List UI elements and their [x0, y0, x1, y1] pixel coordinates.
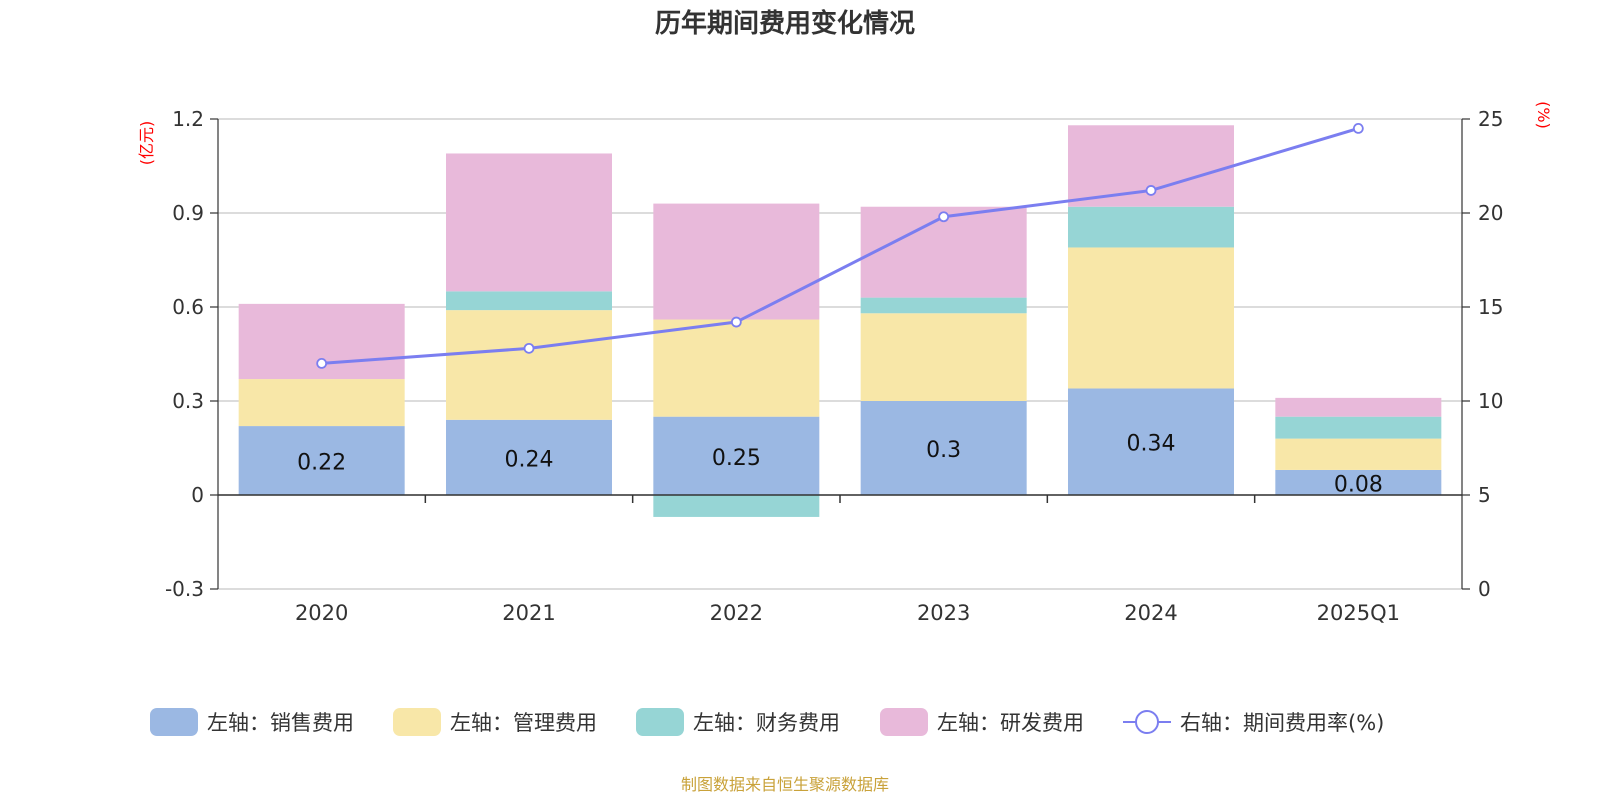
left-tick-label: 1.2 [172, 107, 204, 131]
left-tick-label: 0.6 [172, 295, 204, 319]
chart-title: 历年期间费用变化情况 [655, 8, 915, 39]
bar-data-label: 0.34 [1127, 432, 1176, 457]
bar-data-label: 0.3 [926, 438, 961, 463]
legend-label: 左轴：财务费用 [693, 711, 840, 735]
bar-segment [860, 401, 1027, 495]
bar-segment [860, 313, 1027, 401]
bar-segment [653, 495, 820, 517]
bar-segment [653, 203, 820, 320]
left-axis-unit: (亿元) [137, 121, 156, 166]
bar-segment [1275, 469, 1442, 495]
right-tick-label: 5 [1478, 483, 1491, 507]
bar-data-label: 0.22 [297, 451, 346, 476]
rate-point [730, 316, 742, 328]
bar-data-label: 0.08 [1334, 472, 1383, 497]
bar-segment [1275, 438, 1442, 470]
category-label: 2024 [1124, 601, 1177, 625]
left-tick-label: -0.3 [165, 577, 204, 601]
category-label: 2023 [917, 601, 970, 625]
bars [238, 125, 1442, 517]
legend-swatch [636, 708, 684, 736]
bar-segment [446, 153, 612, 292]
rate-line-path [321, 126, 1359, 365]
bar-segment [446, 310, 612, 420]
legend-swatch [150, 708, 198, 736]
bar-segment [653, 416, 820, 495]
right-axis-unit: (%) [1534, 101, 1553, 129]
rate-point [938, 211, 950, 223]
legend-label: 左轴：管理费用 [450, 711, 597, 735]
left-tick-label: 0 [191, 483, 204, 507]
rate-point [316, 357, 328, 369]
bar-segment [446, 291, 612, 311]
legend-swatch [880, 708, 928, 736]
bar-segment [653, 319, 820, 417]
footer-source: 制图数据来自恒生聚源数据库 [681, 775, 889, 794]
bar-segment [1068, 247, 1234, 389]
legend-marker [1135, 710, 1159, 734]
right-tick-label: 20 [1478, 201, 1503, 225]
legend-label: 右轴：期间费用率(%) [1180, 711, 1384, 735]
category-label: 2022 [710, 601, 763, 625]
bar-data-label: 0.25 [712, 446, 761, 471]
bar-segment [446, 419, 612, 495]
bar-segment [238, 426, 405, 495]
right-tick-label: 15 [1478, 295, 1503, 319]
bar-segment [238, 379, 405, 427]
left-tick-label: 0.9 [172, 201, 204, 225]
axes: -0.3 0 0.3 0.6 0.9 1.2 0 5 10 15 20 25 2020 2021 2022 2… [165, 107, 1503, 625]
legend-label: 左轴：研发费用 [937, 711, 1084, 735]
rate-point [1352, 122, 1364, 134]
rate-line [316, 122, 1364, 369]
bar-data-label: 0.24 [505, 447, 554, 472]
bar-segment [1275, 397, 1442, 417]
legend-label: 左轴：销售费用 [207, 711, 354, 735]
left-tick-label: 0.3 [172, 389, 204, 413]
right-tick-label: 25 [1478, 107, 1503, 131]
data-labels: 0.22 0.24 0.25 0.3 0.34 0.08 [297, 432, 1383, 498]
rate-point [523, 342, 535, 354]
category-label: 2020 [295, 601, 348, 625]
right-tick-label: 0 [1478, 577, 1491, 601]
category-label: 2021 [502, 601, 555, 625]
legend: 左轴：销售费用 左轴：管理费用 左轴：财务费用 左轴：研发费用 右轴：期间费用率(%) [150, 708, 1384, 736]
rate-point [1145, 185, 1157, 196]
category-label: 2025Q1 [1317, 601, 1400, 625]
right-tick-label: 10 [1478, 389, 1503, 413]
bar-segment [1275, 416, 1442, 439]
bar-segment [1068, 388, 1234, 495]
bar-segment [860, 297, 1027, 314]
bar-segment [1068, 206, 1234, 248]
legend-swatch [393, 708, 441, 736]
